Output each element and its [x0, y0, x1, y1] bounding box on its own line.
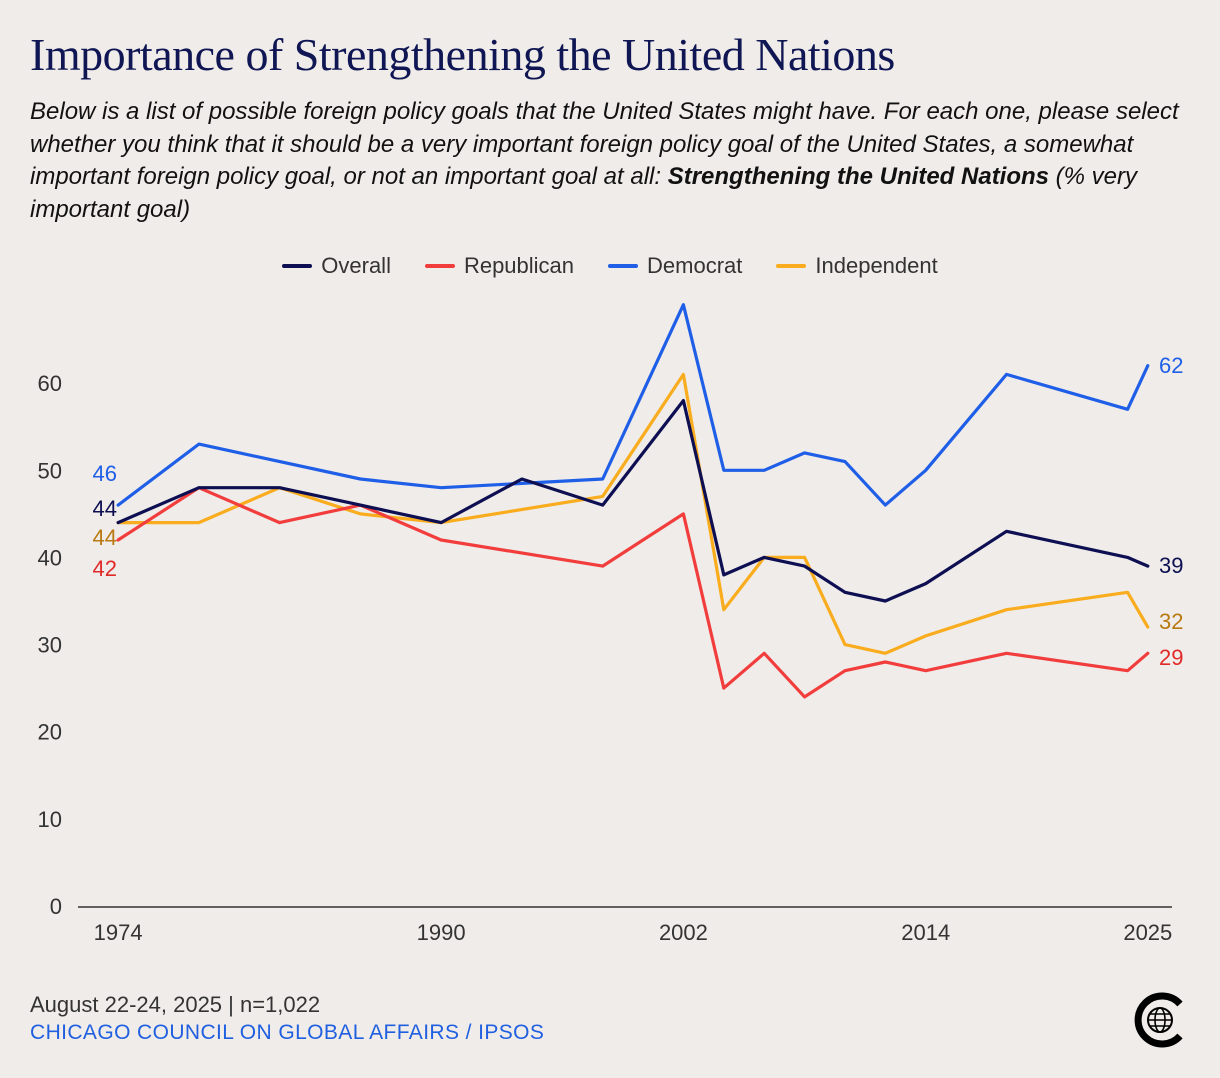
chart-title: Importance of Strengthening the United N… [30, 29, 895, 80]
x-axis: 1974 1990 2002 2014 2025 [78, 906, 1172, 945]
legend-swatch-overall [282, 264, 313, 268]
y-tick-label-10: 10 [38, 807, 62, 832]
series-line-republican [116, 486, 1150, 699]
y-tick-label-30: 30 [38, 633, 62, 658]
end-label-democrat: 62 [1159, 353, 1183, 378]
legend-swatch-democrat [608, 264, 639, 268]
start-label-overall: 44 [93, 496, 117, 521]
council-globe-logo-icon [1134, 992, 1183, 1048]
legend-item-democrat: Democrat [608, 253, 742, 279]
legend-label-democrat: Democrat [647, 253, 743, 278]
legend-item-independent: Independent [776, 253, 938, 279]
y-tick-label-0: 0 [50, 894, 62, 919]
subtitle-suffix: (% very important goal) [30, 163, 1138, 223]
subtitle-emphasis: Strengthening the United Nations [667, 163, 1050, 190]
legend-item-republican: Republican [424, 253, 575, 279]
chart-subtitle: Below is a list of possible foreign poli… [30, 96, 1195, 226]
chart-legend: Overall Republican Democrat Independent [0, 253, 1220, 279]
subtitle-question: Below is a list of possible foreign poli… [30, 98, 1179, 190]
start-label-independent: 44 [93, 525, 117, 550]
y-tick-label-50: 50 [38, 458, 62, 483]
x-tick-label-2002: 2002 [659, 920, 708, 945]
end-label-independent: 32 [1159, 609, 1183, 634]
series-line-overall [116, 399, 1150, 603]
legend-item-overall: Overall [282, 253, 391, 279]
legend-swatch-republican [424, 264, 455, 268]
y-tick-label-60: 60 [38, 371, 62, 396]
series-line-democrat [116, 303, 1150, 507]
x-tick-label-1990: 1990 [417, 920, 466, 945]
end-label-overall: 39 [1159, 553, 1183, 578]
legend-label-overall: Overall [321, 253, 391, 278]
y-axis: 0 10 20 30 40 50 60 [38, 371, 62, 919]
legend-label-republican: Republican [463, 253, 575, 278]
source-credit: CHICAGO COUNCIL ON GLOBAL AFFAIRS / IPSO… [30, 1021, 545, 1044]
y-tick-label-20: 20 [38, 720, 62, 745]
end-label-republican: 29 [1159, 645, 1183, 670]
x-tick-label-2025: 2025 [1123, 920, 1172, 945]
legend-label-independent: Independent [815, 253, 938, 278]
x-tick-label-1974: 1974 [94, 920, 143, 945]
start-label-republican: 42 [93, 556, 117, 581]
survey-date: August 22-24, 2025 | n=1,022 [30, 992, 321, 1017]
y-tick-label-40: 40 [38, 545, 62, 570]
legend-swatch-independent [776, 264, 807, 268]
series-lines [116, 303, 1150, 699]
start-label-democrat: 46 [93, 461, 117, 486]
x-tick-label-2014: 2014 [901, 920, 950, 945]
series-line-independent [116, 372, 1150, 655]
value-labels: 46 44 44 42 62 39 32 29 [93, 353, 1184, 670]
